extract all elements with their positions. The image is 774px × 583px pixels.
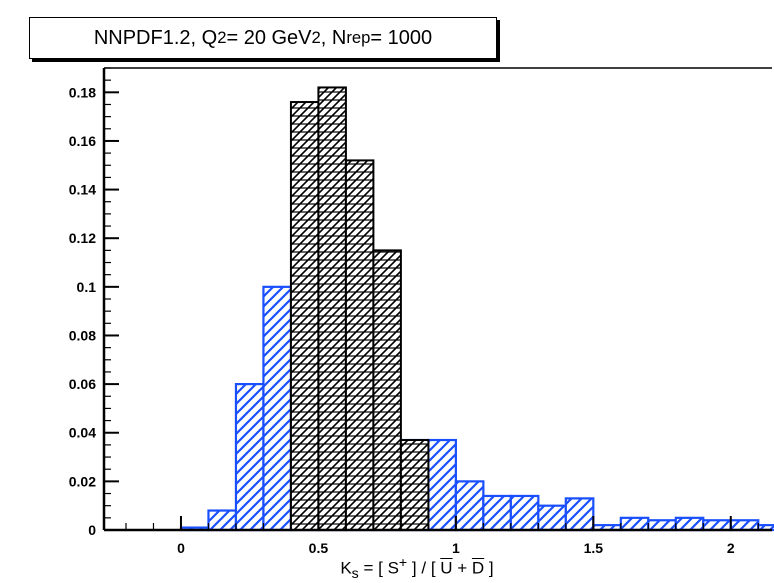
histogram-bar [674,516,705,532]
histogram-bar [647,519,677,532]
y-tick-label: 0.14 [69,182,96,198]
histogram-bar [372,249,402,532]
histogram-bar [482,494,512,532]
histogram-bar [509,494,540,532]
histogram-bar [564,497,595,532]
histogram-bar [427,438,457,532]
y-tick-label: 0.12 [69,230,96,246]
x-tick-label: 2 [727,540,735,556]
plot-area: 0 0.02 0.04 0.06 0.08 0.1 0.12 0.14 0.16 0.18 0 0.5… [69,67,774,556]
x-tick-label: 1 [452,540,460,556]
histogram-bar [289,101,320,531]
y-tick-label: 0.02 [69,473,96,489]
histogram-bar [729,519,760,532]
y-tick-label: 0.04 [69,425,96,441]
y-tick-label: 0.06 [69,376,96,392]
histogram-bar [454,480,485,532]
histogram-bar [537,504,567,532]
y-tick-label: 0.18 [69,84,96,100]
x-axis-label: Ks = [ S+ ] / [ U + D ] [340,555,494,583]
y-tick-label: 0.16 [69,133,96,149]
x-tick-label: 1.5 [584,540,604,556]
histogram-bar [317,86,347,531]
histogram-bar [262,285,293,532]
x-tick-label: 0 [177,540,185,556]
histogram-bar [702,519,732,532]
y-tick-label: 0.1 [77,279,97,295]
histogram-bar [399,439,430,532]
histogram-bar [344,159,375,531]
y-tick-label: 0.08 [69,327,96,343]
x-tick-label: 0.5 [309,540,329,556]
histogram-bar [207,509,238,532]
histogram-bar [234,383,265,532]
histogram-bar [619,516,650,532]
y-tick-label: 0 [88,522,96,538]
